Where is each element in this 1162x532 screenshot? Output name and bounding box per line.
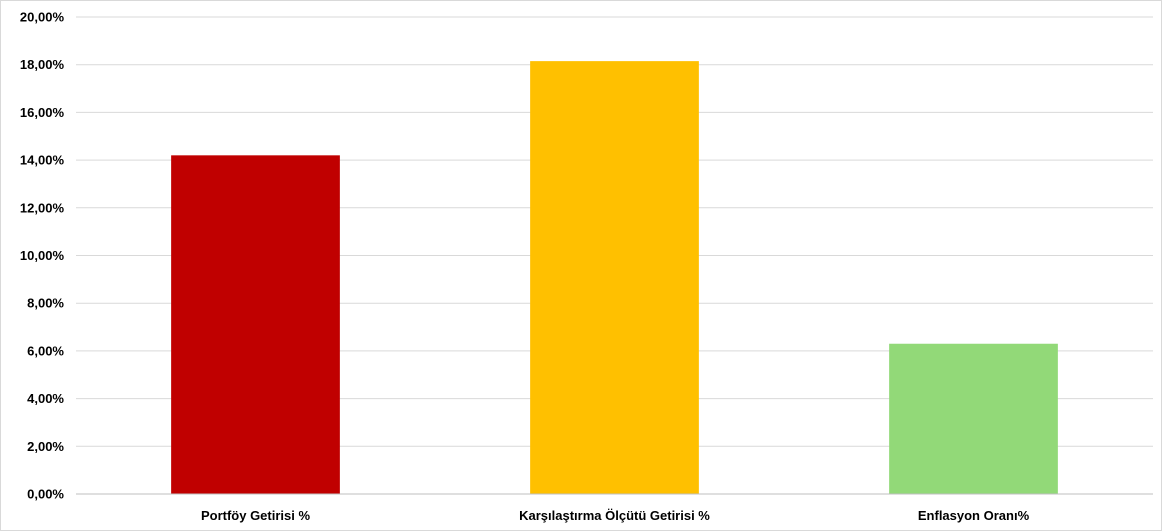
y-tick-label: 14,00%: [20, 153, 65, 168]
y-tick-label: 12,00%: [20, 200, 65, 215]
y-tick-label: 8,00%: [27, 296, 64, 311]
y-tick-label: 20,00%: [20, 10, 65, 25]
y-tick-label: 4,00%: [27, 391, 64, 406]
bar: [171, 155, 340, 494]
y-tick-label: 6,00%: [27, 343, 64, 358]
y-tick-label: 2,00%: [27, 439, 64, 454]
category-label: Karşılaştırma Ölçütü Getirisi %: [519, 508, 710, 523]
y-tick-label: 16,00%: [20, 105, 65, 120]
y-tick-label: 18,00%: [20, 57, 65, 72]
category-label: Enflasyon Oranı%: [918, 508, 1030, 523]
y-tick-label: 0,00%: [27, 487, 64, 502]
y-axis-ticks: 0,00% 2,00% 4,00% 6,00% 8,00% 10,00% 12,00% 14,…: [20, 10, 65, 502]
bars: [171, 61, 1058, 495]
bar: [530, 61, 699, 495]
bar: [889, 343, 1058, 494]
category-label: Portföy Getirisi %: [201, 508, 311, 523]
category-labels: Portföy Getirisi % Karşılaştırma Ölçütü G…: [201, 508, 1030, 523]
y-tick-label: 10,00%: [20, 248, 65, 263]
